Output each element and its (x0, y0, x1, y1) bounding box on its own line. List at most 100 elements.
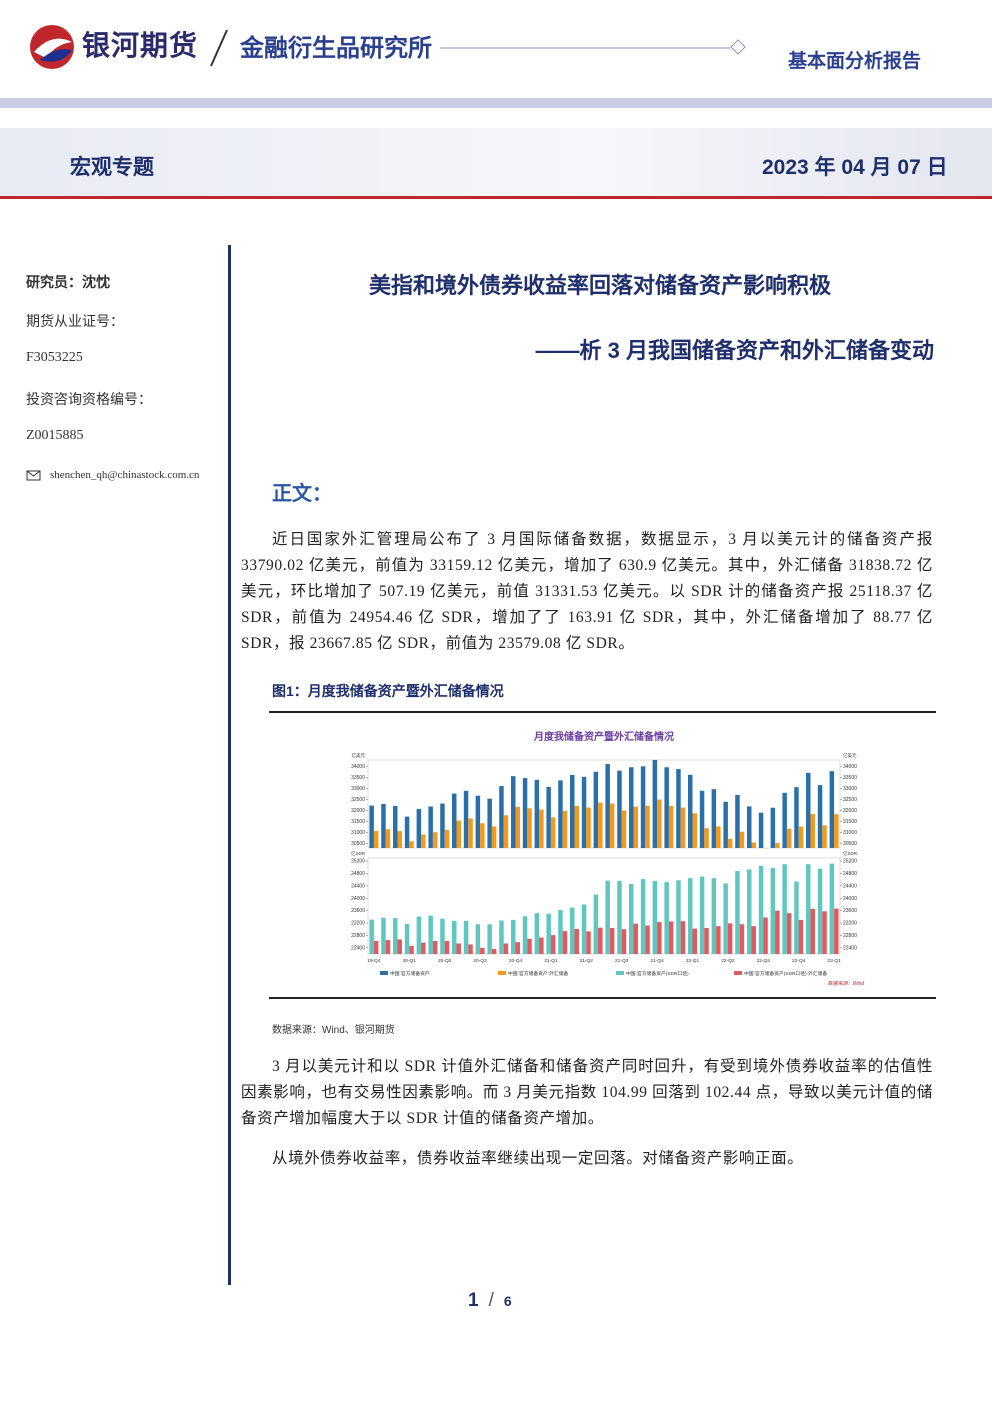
bar (527, 938, 532, 954)
bar (397, 939, 402, 954)
advisor-label: 投资咨询资格编号： (26, 393, 152, 408)
y2-tick-label: 32000 (843, 808, 857, 814)
y2-tick-label: 22400 (843, 945, 857, 951)
bar (452, 920, 457, 954)
bar (440, 803, 445, 848)
bar (794, 787, 799, 848)
y2-tick-label: 24000 (843, 896, 857, 902)
bar (562, 931, 568, 954)
bar (629, 767, 634, 848)
bar (511, 776, 516, 848)
bar (758, 865, 764, 954)
x-tick-label: 22-Q2 (721, 958, 735, 964)
bar (373, 940, 379, 954)
date: 2023 年 04 月 07 日 (762, 156, 948, 179)
bar (676, 880, 681, 954)
bar (829, 863, 835, 954)
bar (480, 947, 485, 954)
figure-source: 数据来源：Wind、银河期货 (272, 1025, 395, 1036)
y-tick-label: 25200 (351, 859, 365, 865)
divider (210, 29, 228, 67)
advisor: Z0015885 (26, 428, 84, 443)
title: 美指和境外债券收益率回落对储备资产影响积极 (368, 273, 831, 298)
institute: 金融衍生品研究所 (240, 35, 432, 62)
bar (539, 809, 544, 848)
bar (511, 919, 516, 954)
bar (558, 910, 563, 954)
y-tick-label: 34000 (351, 764, 365, 770)
bar (621, 929, 627, 954)
y2-unit: 亿美元 (843, 752, 857, 759)
bar (499, 920, 504, 954)
bar (475, 795, 481, 848)
y-tick-label: 31500 (351, 819, 365, 825)
x-tick-label: 22-Q1 (686, 958, 700, 964)
section: 宏观专题 (70, 156, 154, 179)
bar (534, 779, 540, 848)
bar (404, 816, 410, 848)
bar (657, 922, 662, 954)
bar (723, 801, 728, 848)
brand: 银河期货 (82, 30, 199, 61)
bar (609, 803, 615, 848)
y-tick-label: 30500 (351, 841, 365, 847)
bar (539, 937, 544, 954)
bar (751, 926, 756, 954)
bar (798, 919, 804, 954)
y-tick-label: 33500 (351, 775, 365, 781)
bar (409, 945, 414, 954)
bar (593, 771, 599, 848)
header-rule (440, 39, 746, 55)
bar (581, 776, 587, 848)
bar (782, 792, 787, 848)
bar (499, 786, 504, 848)
bar (480, 823, 485, 848)
bar (645, 805, 650, 848)
bar (699, 876, 705, 954)
y2-tick-label: 24400 (843, 883, 857, 889)
bar (621, 810, 627, 848)
y-tick-label: 23600 (351, 908, 365, 914)
bar (522, 916, 528, 954)
y-tick-label: 32000 (351, 808, 365, 814)
bar (570, 774, 575, 848)
bar (775, 910, 780, 954)
y2-tick-label: 23600 (843, 908, 857, 914)
bar (550, 817, 556, 848)
bar (657, 799, 662, 848)
y-tick-label: 24400 (351, 883, 365, 889)
bar (727, 838, 733, 848)
body-heading: 正文： (272, 483, 332, 505)
bar (562, 810, 568, 848)
bar (534, 913, 540, 954)
bar (416, 916, 422, 954)
bar (704, 828, 709, 848)
bar (440, 918, 445, 954)
logo (30, 25, 74, 69)
x-tick-label: 20-Q2 (438, 958, 452, 964)
bar (393, 805, 398, 848)
bar (680, 807, 686, 848)
paragraph: 近日国家外汇管理局公布了 3 月国际储备数据，数据显示，3 月以美元计的储备资产… (241, 531, 933, 652)
y-tick-label: 23200 (351, 921, 365, 927)
report-type: 基本面分析报告 (788, 51, 922, 72)
bar (822, 911, 827, 954)
bar (444, 940, 450, 954)
bar (598, 802, 603, 848)
bar (794, 881, 799, 954)
bar (723, 883, 728, 954)
bar (688, 774, 693, 848)
x-tick-label: 23-Q1 (827, 958, 841, 964)
bar (676, 769, 681, 848)
legend-label: 中国:官方储备资产(SDR口径):外汇储备 (744, 970, 827, 977)
y2-tick-label: 33500 (843, 775, 857, 781)
y2-tick-label: 23200 (843, 921, 857, 927)
bar (699, 790, 705, 848)
bar (432, 940, 438, 954)
bar (704, 927, 709, 954)
bar (668, 805, 674, 848)
bar (786, 913, 792, 954)
bar (664, 767, 669, 848)
plot-frame (367, 759, 841, 849)
chart-title: 月度我储备资产暨外汇储备情况 (533, 730, 674, 743)
